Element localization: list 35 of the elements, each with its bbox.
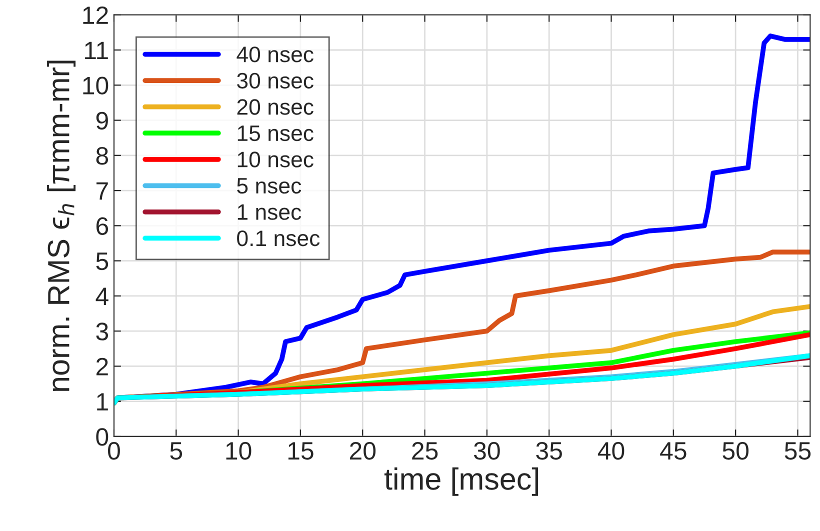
legend-label: 10 nsec: [238, 152, 314, 168]
y-tick-label: 0: [96, 428, 108, 446]
x-axis-title: time [msec]: [384, 467, 538, 496]
y-tick-label: 11: [85, 42, 108, 60]
y-tick-label: 10: [83, 76, 108, 94]
y-tick-label: 5: [96, 252, 108, 270]
y-tick-label: 3: [96, 322, 108, 340]
y-tick-label: 7: [96, 182, 108, 200]
legend-label: 1 nsec: [238, 204, 302, 220]
legend-label: 20 nsec: [237, 99, 314, 115]
x-tick-label: 15: [288, 442, 314, 460]
x-tick-label: 45: [660, 442, 686, 460]
y-tick-label: 4: [96, 288, 108, 306]
x-tick-label: 30: [474, 442, 500, 460]
y-tick-label: 6: [96, 217, 108, 235]
y-tick-label: 9: [96, 112, 108, 130]
x-tick-label: 35: [536, 442, 562, 460]
y-tick-label: 1: [97, 393, 108, 410]
legend-label: 40 nsec: [236, 46, 314, 62]
x-tick-label: 0: [108, 442, 120, 460]
x-tick-label: 10: [226, 442, 252, 460]
x-tick-label: 55: [784, 442, 811, 460]
y-tick-label: 2: [96, 358, 108, 376]
legend-label: 15 nsec: [238, 126, 314, 142]
x-tick-label: 20: [350, 442, 376, 460]
y-tick-label: 12: [83, 6, 108, 24]
y-axis-title: norm. RMS ϵ$_{h}$ [πmm-mr]: [47, 60, 76, 391]
legend-label: 5 nsec: [237, 178, 302, 194]
x-tick-label: 25: [412, 442, 438, 460]
x-tick-label: 50: [722, 442, 748, 460]
legend-label: 0.1 nsec: [237, 230, 320, 246]
y-tick-label: 8: [96, 147, 108, 165]
x-tick-label: 40: [598, 442, 624, 460]
legend-label: 30 nsec: [237, 72, 314, 89]
x-tick-label: 5: [170, 442, 182, 460]
